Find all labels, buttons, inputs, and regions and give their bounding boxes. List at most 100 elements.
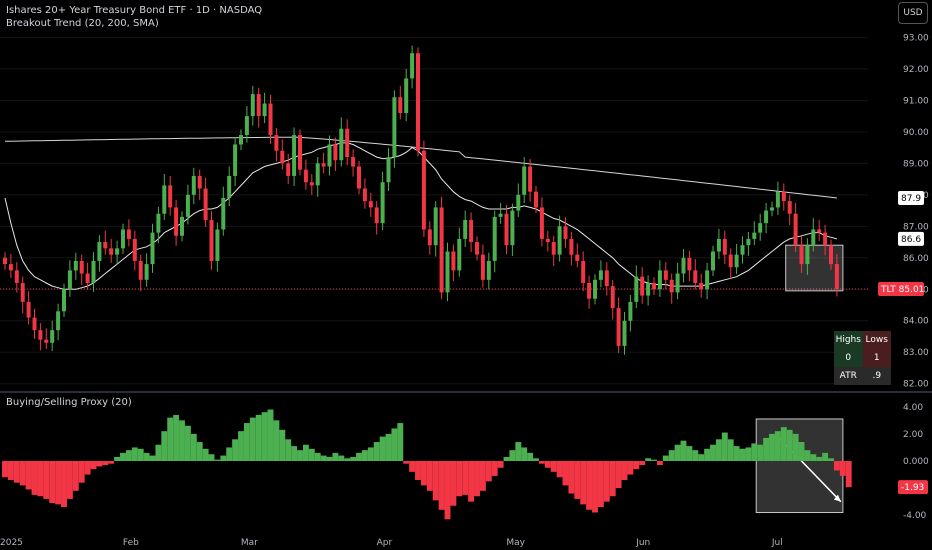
candle-body	[522, 166, 527, 195]
proxy-bar	[90, 461, 97, 470]
proxy-bar	[715, 439, 722, 461]
price-label-text: 86.6	[901, 235, 921, 245]
proxy-bar	[710, 444, 716, 461]
candle-body	[775, 191, 780, 208]
proxy-bar	[291, 446, 298, 461]
proxy-bar	[361, 450, 368, 461]
proxy-bar	[155, 444, 162, 461]
proxy-bar	[232, 439, 239, 461]
proxy-bar	[214, 459, 221, 461]
candle-body	[191, 175, 196, 195]
candle-body	[44, 339, 49, 343]
candle-body	[492, 216, 497, 261]
candle-body	[244, 116, 249, 136]
candle-body	[239, 135, 243, 145]
proxy-title[interactable]: Buying/Selling Proxy (20)	[6, 397, 132, 408]
price-label-box	[898, 190, 924, 205]
candle-body	[793, 213, 798, 246]
proxy-bar	[763, 437, 770, 461]
proxy-bar	[37, 461, 44, 497]
price-tick-label: 92.00	[903, 65, 929, 75]
proxy-bar	[828, 458, 834, 461]
candle-body	[799, 245, 804, 265]
candle-body	[121, 229, 125, 249]
symbol-title[interactable]: Ishares 20+ Year Treasury Bond ETF · 1D …	[6, 5, 263, 16]
proxy-bar	[373, 442, 380, 461]
proxy-bar	[538, 461, 545, 464]
proxy-bar	[385, 433, 392, 461]
candle-body	[327, 144, 332, 167]
candle-body	[711, 251, 715, 271]
candle-body	[410, 53, 415, 79]
time-tick-label: Apr	[377, 538, 393, 548]
candle-body	[91, 260, 96, 283]
candle-body	[699, 282, 704, 290]
candle-body	[115, 248, 120, 255]
proxy-bar	[515, 442, 522, 461]
proxy-bar	[680, 440, 687, 461]
indicator-title[interactable]: Breakout Trend (20, 200, SMA)	[6, 18, 159, 29]
candle-body	[180, 216, 184, 236]
candle-body	[433, 207, 438, 246]
candle-body	[504, 213, 509, 246]
proxy-bar	[562, 461, 569, 486]
proxy-bar	[2, 461, 8, 478]
candle-body	[26, 301, 31, 318]
proxy-bar	[727, 439, 734, 461]
candle-body	[598, 270, 603, 280]
candle-body	[351, 157, 356, 167]
proxy-bar	[769, 433, 775, 461]
candle-body	[604, 270, 609, 287]
candle-body	[298, 135, 302, 170]
candle-body	[32, 317, 37, 331]
proxy-bar	[285, 439, 292, 461]
candle-body	[770, 207, 774, 211]
grid-lines	[0, 36, 932, 393]
proxy-highlight-box	[755, 418, 844, 514]
candle-body	[386, 157, 391, 183]
candle-body	[569, 238, 574, 255]
proxy-tick-label: 4.00	[903, 403, 923, 413]
proxy-bar	[468, 461, 475, 502]
candle-body	[510, 210, 515, 246]
proxy-bar	[379, 436, 386, 461]
candle-body	[746, 238, 751, 246]
candle-body	[138, 260, 143, 280]
candle-body	[233, 144, 238, 176]
lows-value: 1	[862, 349, 891, 367]
currency-button[interactable]: USD	[898, 2, 928, 24]
candle-body	[85, 273, 90, 283]
candle-body	[834, 264, 839, 289]
candle-body	[185, 194, 190, 217]
proxy-bar	[686, 446, 693, 461]
candle-body	[811, 229, 816, 246]
candle-body	[168, 185, 173, 208]
proxy-bar	[226, 447, 233, 461]
proxy-bar	[798, 442, 805, 461]
proxy-bar	[574, 461, 581, 499]
highlight-boxes	[755, 244, 844, 514]
candle-body	[126, 229, 131, 239]
candle-body	[439, 207, 444, 293]
candle-body	[303, 169, 308, 183]
proxy-bar	[639, 461, 646, 466]
proxy-axis: 4.002.000.000-2.00-4.00	[903, 403, 929, 521]
time-tick-label: Mar	[241, 538, 258, 548]
proxy-bar	[96, 461, 103, 467]
proxy-bar	[78, 461, 85, 483]
proxy-bar	[314, 452, 321, 461]
proxy-bar	[114, 456, 121, 461]
proxy-bar	[403, 461, 410, 464]
candle-body	[646, 282, 651, 296]
candle-body	[758, 223, 763, 233]
candle-body	[79, 260, 84, 274]
candle-body	[563, 226, 568, 239]
candle-body	[50, 330, 55, 343]
time-axis: 2025 Feb Mar Apr May Jun Jul	[0, 538, 783, 548]
proxy-bar	[597, 461, 604, 508]
proxy-bar	[350, 456, 357, 461]
candle-body	[817, 229, 822, 233]
proxy-bar	[279, 429, 286, 461]
proxy-bar	[792, 433, 799, 461]
